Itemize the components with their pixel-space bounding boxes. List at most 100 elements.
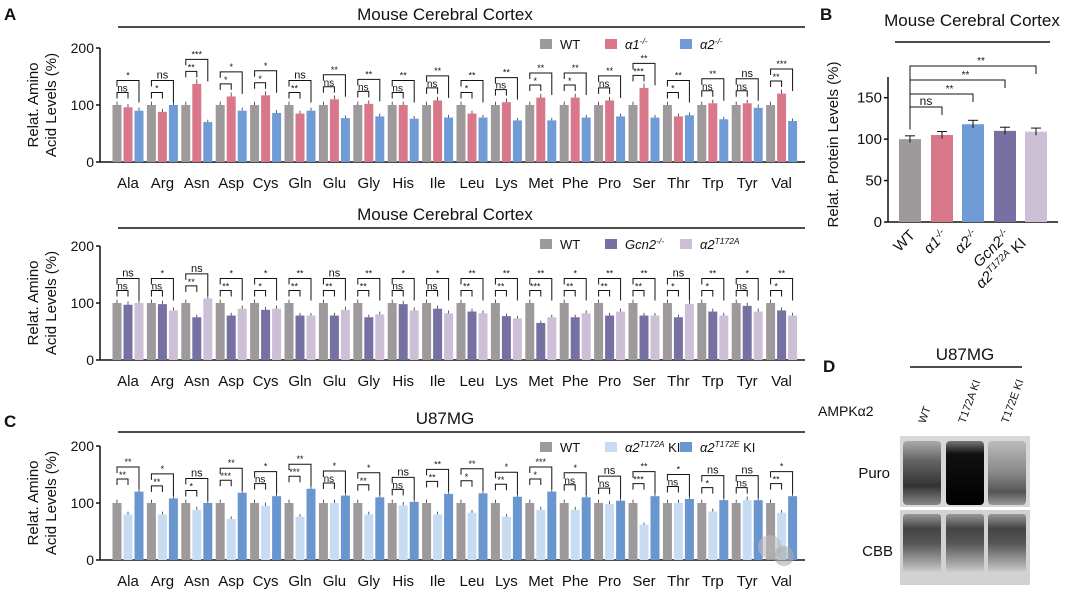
bar-val-1 [777, 93, 787, 162]
label-superscript: -/- [656, 236, 664, 246]
significance-label-outer: * [161, 268, 165, 278]
significance-bracket-inner [322, 86, 335, 93]
y-tick-label: 100 [71, 495, 95, 511]
x-tick-label-met: Met [528, 373, 554, 390]
x-tick-label-gln: Gln [288, 175, 311, 192]
bar-tyr-1 [742, 103, 752, 162]
significance-label-inner: ns [117, 83, 128, 94]
label-base: Gcn2 [625, 237, 657, 252]
y-tick-label: 200 [71, 40, 95, 56]
lane-label-t172a: T172A KI [957, 378, 984, 425]
bar-his-2 [409, 118, 419, 162]
panel-letter-c: C [4, 412, 16, 431]
x-tick-label-tyr: Tyr [737, 573, 758, 590]
bar-cys-0 [250, 303, 260, 360]
significance-bracket-outer [322, 470, 346, 494]
significance-label-outer: *** [192, 49, 203, 59]
significance-bracket-inner [666, 91, 679, 99]
bar-val-0 [766, 303, 776, 360]
bar-gly-0 [353, 303, 363, 360]
significance-label-outer: ** [434, 459, 442, 469]
bar-leu-2 [478, 313, 488, 360]
bar-met-2 [547, 317, 557, 360]
significance-label: ns [920, 94, 933, 108]
y-tick-label: 200 [71, 238, 95, 254]
significance-bracket-outer [288, 463, 312, 487]
significance-bracket-inner [770, 289, 783, 297]
significance-label-inner: *** [530, 281, 541, 291]
bar-lys-2 [512, 120, 522, 162]
y-tick-label: 50 [865, 173, 882, 190]
significance-label-inner: ** [188, 277, 196, 287]
blot-puro-lane-2 [988, 441, 1026, 505]
significance-bracket-inner [185, 70, 198, 78]
bar-phe-1 [570, 317, 580, 360]
significance-label-inner: ** [497, 281, 505, 291]
x-tick-label-asn: Asn [184, 573, 210, 590]
label-base: α2 [700, 237, 715, 252]
significance-bracket-outer [563, 72, 587, 96]
significance-bracket-outer [735, 78, 759, 101]
bar-his-0 [387, 303, 397, 360]
significance-label-inner: ns [736, 479, 747, 490]
bar-ile-0 [422, 105, 432, 162]
significance-label-outer: * [264, 462, 268, 472]
significance-bracket-outer [598, 75, 622, 98]
bar-trp-2 [719, 119, 729, 162]
bar-leu-0 [456, 503, 466, 560]
significance-bracket-inner [357, 289, 370, 297]
bar-his-0 [387, 105, 397, 162]
significance-bracket-inner [460, 480, 473, 487]
label-base: α2 [625, 440, 640, 455]
y-tick-label: 0 [86, 552, 94, 568]
significance-label-outer: * [573, 268, 577, 278]
significance-label-outer: ns [294, 69, 306, 81]
significance-label-outer: * [780, 462, 784, 472]
bar-val-2 [788, 315, 798, 360]
x-tick-label-arg: Arg [151, 373, 174, 390]
significance-bracket-inner [322, 289, 335, 297]
significance-bracket-inner [322, 482, 335, 490]
significance-bracket-outer [116, 277, 140, 301]
bar-cys-2 [272, 112, 282, 162]
significance-bracket-outer [735, 475, 759, 498]
bar-tyr-1 [742, 305, 752, 360]
chart-c-title: U87MG [416, 409, 475, 428]
bar-his-2 [409, 310, 419, 360]
x-tick-label-tyr: Tyr [737, 175, 758, 192]
significance-bracket-inner [391, 91, 404, 99]
label-base: WT [890, 227, 919, 256]
significance-bracket-outer [116, 466, 140, 490]
significance-bracket-inner [494, 483, 507, 491]
x-tick-label-gly: Gly [358, 373, 381, 390]
bar-val-1 [777, 310, 787, 360]
bar-pro-1 [605, 504, 615, 560]
bar-arg-1 [157, 111, 167, 162]
blot-puro-lane-0 [903, 441, 941, 505]
significance-bracket-outer [254, 70, 278, 93]
significance-label-inner: ** [601, 281, 609, 291]
significance-bracket-inner [391, 289, 404, 297]
blot-puro-lane-1 [946, 441, 984, 505]
significance-label-inner: ns [324, 474, 335, 485]
bar-tyr-0 [731, 105, 741, 162]
bar-arg-1 [157, 514, 167, 560]
bar-asn-2 [203, 122, 213, 162]
significance-label-inner: ns [152, 281, 163, 292]
significance-label-outer: ** [572, 63, 580, 73]
significance-bracket-inner [150, 485, 163, 492]
significance-bracket-outer [185, 273, 209, 296]
label-suffix: KI [740, 440, 756, 455]
bar-phe-0 [559, 105, 569, 162]
x-tick-label-asn: Asn [184, 175, 210, 192]
bar-asp-1 [226, 96, 236, 162]
significance-label-outer: ns [741, 68, 753, 80]
bar-gln-1 [295, 113, 305, 162]
significance-label-inner: * [671, 83, 675, 93]
bar-arg-0 [146, 303, 156, 360]
significance-label-inner: ** [360, 281, 368, 291]
significance-label-outer: * [264, 61, 268, 71]
significance-label-inner: ** [566, 281, 574, 291]
bar-ser-0 [628, 303, 638, 360]
